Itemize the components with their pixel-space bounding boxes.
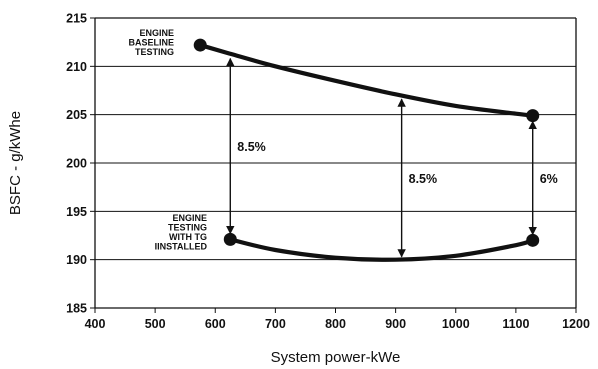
series-note-with_tg-line-3: IINSTALLED [155, 242, 208, 252]
series-note-baseline-line-1: BASELINE [128, 38, 174, 48]
data-point-with_tg-0 [223, 232, 237, 246]
series-note-baseline-line-2: TESTING [135, 47, 174, 57]
series-line-baseline [198, 42, 535, 118]
data-series [193, 38, 540, 262]
y-tick-label-185: 185 [66, 302, 87, 316]
difference-arrows: 8.5% 8.5% 6% [226, 57, 558, 258]
x-tick-label-700: 700 [265, 317, 286, 331]
series-note-with_tg-line-0: ENGINE [172, 213, 207, 223]
x-tick-label-1000: 1000 [442, 317, 470, 331]
difference-label-0: 8.5% [237, 140, 266, 154]
y-tick-label-200: 200 [66, 157, 87, 171]
series-note-baseline-line-0: ENGINE [139, 28, 174, 38]
x-tick-label-400: 400 [85, 317, 106, 331]
difference-label-1: 8.5% [409, 172, 438, 186]
grid-lines [90, 17, 577, 313]
difference-label-2: 6% [540, 172, 558, 186]
series-note-with_tg-line-1: TESTING [168, 223, 207, 233]
x-tick-label-1100: 1100 [502, 317, 529, 331]
x-tick-label-900: 900 [385, 317, 406, 331]
y-tick-label-215: 215 [66, 12, 87, 26]
y-axis-tick-labels: 185 190 195 200 205 210 215 [66, 12, 87, 316]
series-line-with_tg [228, 237, 535, 262]
x-tick-label-500: 500 [145, 317, 166, 331]
x-tick-label-800: 800 [325, 317, 346, 331]
y-axis-title: BSFC - g/kWhe [7, 111, 24, 215]
y-tick-label-205: 205 [66, 108, 87, 122]
data-point-baseline-1 [526, 109, 540, 123]
y-tick-label-195: 195 [66, 205, 87, 219]
y-tick-label-210: 210 [66, 60, 87, 74]
x-axis-tick-labels: 400 500 600 700 800 900 1000 1100 1200 [85, 317, 590, 331]
data-point-baseline-0 [193, 38, 207, 52]
series-note-with_tg-line-2: WITH TG [169, 232, 207, 242]
x-axis-title: System power-kWe [271, 349, 401, 366]
data-point-with_tg-1 [526, 233, 540, 247]
y-tick-label-190: 190 [66, 253, 87, 267]
x-tick-label-600: 600 [205, 317, 226, 331]
x-tick-label-1200: 1200 [562, 317, 590, 331]
